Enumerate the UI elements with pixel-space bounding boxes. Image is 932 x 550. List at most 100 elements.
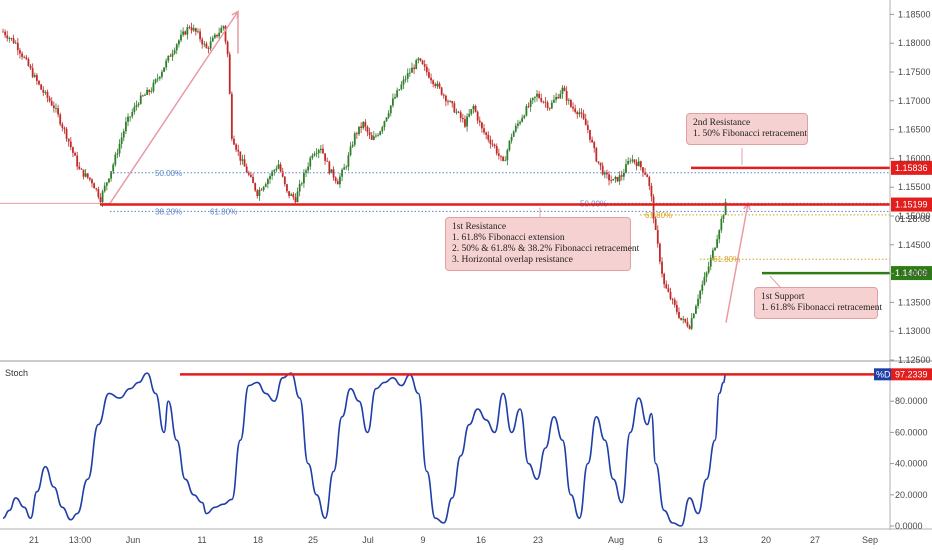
candle-body [78, 166, 81, 169]
bar-countdown: 01:28:08 [895, 213, 931, 224]
note-line: 1. 61.8% Fibonacci retracement [761, 303, 883, 313]
candle-body [478, 120, 481, 123]
candle-body [506, 149, 509, 161]
candle-body [432, 80, 435, 85]
candle-body [557, 97, 560, 99]
candle-body [436, 83, 439, 87]
candle-body [141, 95, 144, 97]
candle-body [589, 129, 591, 140]
candle-body [472, 106, 475, 110]
note-title: 2nd Resistance [693, 118, 751, 128]
candle-body [538, 93, 541, 98]
candle-body [606, 172, 608, 175]
candle-body [211, 37, 214, 42]
candle-body [688, 326, 691, 329]
candle-body [303, 172, 305, 184]
candle-body [233, 138, 235, 145]
time-axis: 21 13:00 Jun 11 18 25 Jul 9 16 23 Aug 6 13 20 27 Sep [29, 535, 878, 545]
first-support-note[interactable]: 1st Support 1. 61.8% Fibonacci retraceme… [754, 287, 883, 319]
candle-body [364, 122, 367, 127]
candle-body [171, 53, 174, 57]
candle-body [355, 133, 358, 135]
candle-body [633, 159, 636, 163]
candle-body [279, 164, 282, 172]
time-tick-label: 25 [308, 535, 318, 545]
time-tick-label: Aug [608, 535, 624, 545]
candle-body [317, 150, 320, 154]
first-resistance-note[interactable]: 1st Resistance 1. 61.8% Fibonacci extens… [445, 217, 639, 271]
candle-body [358, 126, 360, 135]
candle-body [483, 128, 485, 133]
candle-body [332, 169, 335, 178]
candle-body [262, 186, 265, 191]
projection-arrow-right [725, 203, 749, 323]
candle-body [716, 239, 719, 248]
candle-body [544, 101, 547, 103]
candle-body [656, 229, 659, 244]
candle-body [241, 159, 244, 161]
price-tick-label: 1.14500 [898, 240, 931, 250]
candle-body [165, 60, 168, 68]
candle-body [203, 43, 206, 45]
candle-body [574, 108, 577, 112]
candle-body [663, 273, 666, 285]
candle-body [201, 39, 204, 45]
candle-body [489, 139, 492, 144]
candle-body [707, 266, 710, 273]
candle-body [550, 102, 553, 109]
candle-body [10, 38, 13, 39]
candle-body [404, 78, 407, 80]
candle-body [625, 164, 627, 174]
candle-body [175, 44, 178, 51]
second-resistance-note[interactable]: 2nd Resistance 1. 50% Fibonacci retracem… [686, 113, 808, 145]
candle-body [430, 77, 432, 81]
candle-body [186, 27, 189, 35]
candle-body [311, 155, 314, 158]
stoch-indicator-label[interactable]: Stoch [5, 368, 29, 378]
candle-body [525, 106, 528, 116]
candle-body [622, 173, 625, 177]
candle-body [642, 167, 644, 173]
candle-body [402, 79, 405, 85]
candle-body [286, 184, 288, 192]
candle-body [387, 113, 390, 118]
candle-body [675, 304, 678, 312]
candle-body [152, 82, 155, 92]
first-resistance-line-tag [891, 197, 932, 212]
candle-body [188, 27, 191, 29]
candle-body [150, 91, 153, 92]
candle-body [599, 162, 602, 166]
candle-body [476, 111, 479, 121]
note-line: 1. 50% Fibonacci retracement [693, 129, 807, 139]
candle-body [669, 291, 672, 299]
candle-body [40, 84, 43, 90]
candle-body [101, 191, 104, 203]
time-tick-label: 9 [420, 535, 425, 545]
candle-body [661, 261, 663, 274]
candle-body [300, 183, 303, 185]
candle-body [385, 117, 388, 122]
candle-body [273, 170, 276, 172]
support-resistance-levels: 50.00%38.20%61.80%50.00%61.80%61.80%1.15… [0, 10, 932, 323]
price-tick-label: 1.17000 [898, 96, 931, 106]
fib-label: 38.20% [155, 207, 182, 216]
stoch-tick-label: 20.0000 [895, 490, 928, 500]
stoch-legend-tag [874, 368, 891, 381]
candle-body [470, 109, 473, 114]
candle-body [567, 100, 570, 101]
candle-body [42, 89, 45, 93]
first-resistance-line-tag-label: 1.15199 [895, 200, 928, 210]
candle-body [618, 175, 621, 182]
candle-body [362, 122, 365, 129]
first-support-line-tag-label: 1.14009 [895, 268, 928, 278]
candle-body [207, 48, 210, 49]
candle-body [29, 65, 32, 69]
candle-body [292, 194, 295, 198]
candle-body [237, 149, 240, 152]
second-resistance-line-tag-label: 1.15836 [895, 163, 928, 173]
candle-body [224, 26, 227, 42]
stochastic-panel: 80.0000 60.0000 40.0000 20.0000 0.0000 %D 97.2… [2, 368, 932, 531]
candle-body [192, 28, 195, 31]
candle-body [504, 160, 507, 162]
